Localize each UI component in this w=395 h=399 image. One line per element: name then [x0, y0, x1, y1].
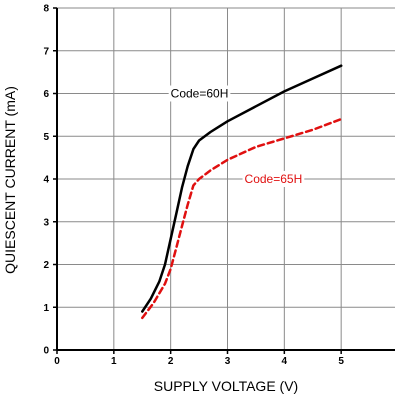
series-label-1: Code=60H	[168, 85, 231, 102]
series-lines	[141, 64, 343, 320]
series-line-1	[141, 64, 343, 313]
series-label-text: Code=65H	[245, 172, 303, 186]
x-tick-label: 1	[111, 356, 117, 367]
y-tick-label: 2	[43, 260, 49, 271]
series-labels: Code=60H Code=65H	[168, 85, 305, 187]
y-tick-label: 7	[43, 46, 49, 57]
tick-labels: 0123456012345678	[43, 4, 344, 368]
y-tick-label: 1	[43, 303, 49, 314]
axes	[53, 7, 395, 354]
y-tick-label: 8	[43, 4, 49, 15]
series-label-background	[168, 85, 231, 102]
y-tick-label: 5	[43, 132, 49, 143]
series-label-text: Code=60H	[171, 87, 229, 101]
y-tick-label: 4	[43, 175, 49, 186]
y-tick-label: 6	[43, 89, 49, 100]
y-axis-title: QUIESCENT CURRENT (mA)	[2, 86, 18, 274]
series-label-2: Code=65H	[242, 171, 305, 187]
x-tick-label: 3	[225, 356, 231, 367]
series-line-2	[141, 117, 343, 320]
x-tick-label: 2	[168, 356, 174, 367]
series-label-background	[242, 171, 305, 187]
y-tick-label: 3	[43, 217, 49, 228]
x-tick-label: 5	[338, 356, 344, 367]
y-tick-label: 0	[43, 346, 49, 357]
x-axis-title: SUPPLY VOLTAGE (V)	[154, 378, 298, 394]
x-tick-label: 4	[282, 356, 288, 367]
x-tick-label: 0	[54, 356, 60, 367]
